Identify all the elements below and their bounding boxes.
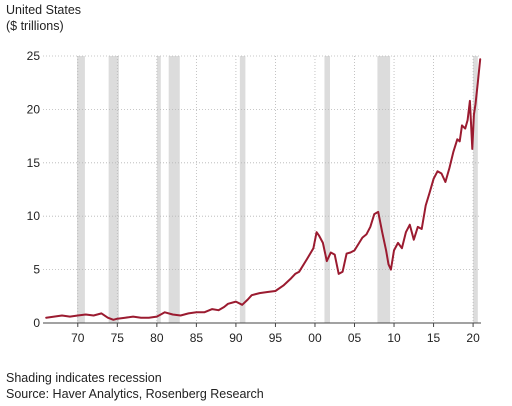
y-tick-label-4: 20 [27,102,41,116]
y-tick-label-0: 0 [33,316,40,330]
y-tick-label-1: 5 [33,263,40,277]
x-tick-label-8: 10 [387,331,401,345]
recession-note: Shading indicates recession [6,371,162,385]
x-tick-label-1: 75 [111,331,125,345]
x-tick-label-6: 00 [308,331,322,345]
recession-band-2 [156,56,161,323]
x-tick-label-7: 05 [348,331,362,345]
chart-title-country: United States [6,3,82,17]
y-tick-label-2: 10 [27,209,41,223]
y-tick-label-3: 15 [27,156,41,170]
chart-footer: Shading indicates recession Source: Have… [6,370,264,402]
x-tick-label-2: 80 [150,331,164,345]
chart-title: United States ($ trillions) [6,2,81,34]
series-line-0 [45,58,482,321]
series-line-layer [45,58,482,321]
recession-band-7 [473,56,478,323]
gridlines [43,55,481,323]
x-tick-label-10: 20 [466,331,480,345]
recession-band-4 [239,56,246,323]
recession-band-1 [108,56,119,323]
x-tick-label-5: 95 [269,331,283,345]
source-note: Source: Haver Analytics, Rosenberg Resea… [6,387,264,401]
recession-band-0 [76,56,85,323]
recession-bands [76,56,478,323]
x-tick-label-0: 70 [71,331,85,345]
x-tick-label-9: 15 [427,331,441,345]
chart-title-units: ($ trillions) [6,19,64,33]
recession-band-6 [377,56,391,323]
x-tick-label-3: 85 [190,331,204,345]
recession-band-3 [168,56,180,323]
recession-band-5 [324,56,330,323]
y-tick-label-5: 25 [27,49,41,63]
x-tick-label-4: 90 [229,331,243,345]
